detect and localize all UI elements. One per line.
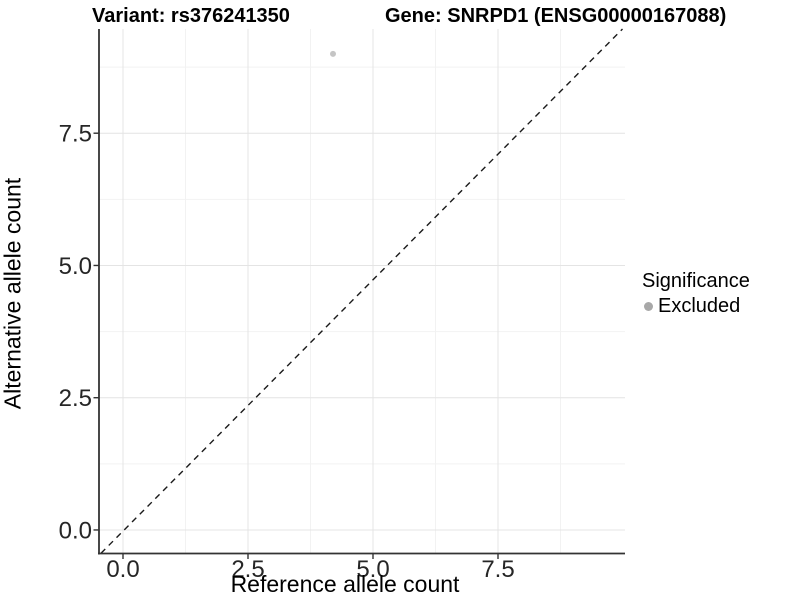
- x-tick-label: 2.5: [231, 556, 264, 583]
- x-tick-label: 0.0: [106, 556, 139, 583]
- identity-line: [100, 28, 623, 554]
- x-tick-label: 5.0: [356, 556, 389, 583]
- legend-item-excluded: Excluded: [642, 294, 750, 318]
- x-tick-label: 7.5: [481, 556, 514, 583]
- y-tick-label: 7.5: [59, 121, 92, 148]
- legend: Significance Excluded: [642, 268, 750, 318]
- data-point: [330, 50, 336, 57]
- y-tick-label: 2.5: [59, 385, 92, 412]
- y-tick-label: 5.0: [59, 253, 92, 280]
- y-axis-title: Alternative allele count: [0, 177, 26, 410]
- legend-title: Significance: [642, 270, 750, 292]
- plot-title-gene: Gene: SNRPD1 (ENSG00000167088): [385, 5, 727, 27]
- x-axis-title: Reference allele count: [230, 571, 460, 597]
- plot-title-variant: Variant: rs376241350: [92, 5, 290, 27]
- legend-item-label: Excluded: [658, 295, 741, 317]
- legend-key: [642, 300, 655, 313]
- excluded-point-icon: [644, 301, 653, 311]
- y-tick-label: 0.0: [59, 517, 92, 544]
